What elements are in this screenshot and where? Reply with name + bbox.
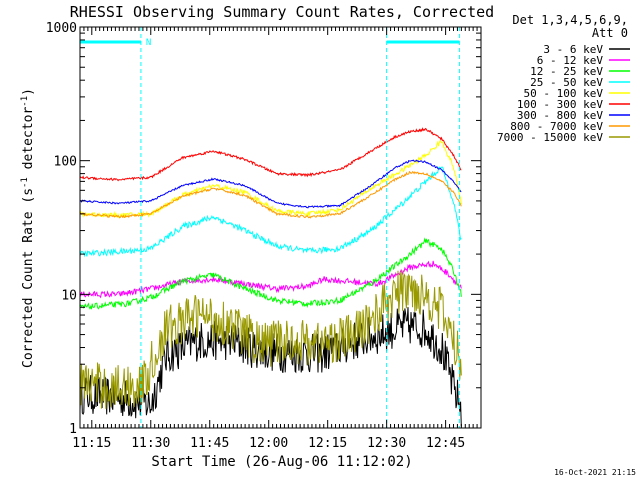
- y-axis-label: Corrected Count Rate (s-1 detector-1): [20, 88, 36, 368]
- y-axis-label-mid: detector: [21, 107, 36, 178]
- legend-header-line1: Det 1,3,4,5,6,9,: [512, 13, 628, 27]
- legend-label-3: 25 - 50 keV: [530, 76, 603, 89]
- x-tick-label: 11:45: [190, 436, 229, 451]
- series-line-0: [79, 307, 462, 427]
- y-tick-label: 100: [54, 155, 77, 170]
- legend-label-0: 3 - 6 keV: [543, 43, 603, 56]
- series-layer: [79, 127, 462, 427]
- chart-title: RHESSI Observing Summary Count Rates, Co…: [70, 3, 494, 21]
- series-line-5: [79, 127, 462, 182]
- legend-label-2: 12 - 25 keV: [530, 65, 603, 78]
- y-tick-label: 1: [69, 422, 77, 437]
- y-tick-label: 10: [61, 288, 77, 303]
- series-line-3: [79, 166, 462, 258]
- night-intervals: N: [79, 27, 460, 428]
- x-tick-label: 11:30: [131, 436, 170, 451]
- series-line-1: [79, 260, 462, 299]
- x-axis-label: Start Time (26-Aug-06 11:12:02): [151, 454, 412, 470]
- series-line-4: [79, 140, 462, 219]
- series-line-2: [79, 237, 462, 310]
- y-axis-label-main: Corrected Count Rate (s: [21, 188, 36, 368]
- series-line-7: [79, 170, 462, 219]
- timestamp: 16-Oct-2021 21:15: [554, 468, 636, 477]
- x-tick-label: 11:15: [72, 436, 111, 451]
- y-axis-label-end: ): [21, 88, 36, 96]
- night-flag-label: N: [146, 38, 151, 48]
- x-axis-ticks: 11:15 11:30 11:45 12:00 12:15 12:30 12:45: [72, 27, 482, 451]
- x-tick-label: 12:45: [426, 436, 465, 451]
- series-line-6: [79, 159, 462, 209]
- legend-label-1: 6 - 12 keV: [537, 54, 604, 67]
- y-axis-label-sup2: -1: [20, 96, 30, 107]
- series-line-8: [79, 270, 462, 409]
- y-tick-label: 1000: [46, 21, 77, 36]
- legend-label-7: 800 - 7000 keV: [510, 120, 603, 133]
- legend-label-8: 7000 - 15000 keV: [497, 131, 603, 144]
- y-axis-ticks: 1 10 100 1000: [46, 21, 481, 437]
- legend-header-line2: Att 0: [592, 26, 628, 40]
- legend-label-6: 300 - 800 keV: [517, 109, 603, 122]
- x-tick-label: 12:30: [367, 436, 406, 451]
- legend-label-5: 100 - 300 keV: [517, 98, 603, 111]
- legend-label-4: 50 - 100 keV: [524, 87, 604, 100]
- x-tick-label: 12:00: [249, 436, 288, 451]
- x-tick-label: 12:15: [308, 436, 347, 451]
- y-axis-label-sup1: -1: [20, 177, 30, 188]
